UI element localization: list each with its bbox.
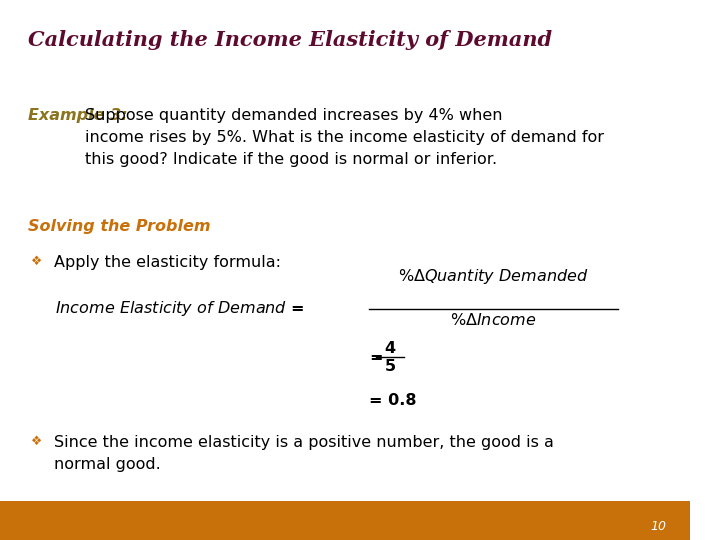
FancyBboxPatch shape bbox=[0, 501, 690, 540]
Text: 10: 10 bbox=[650, 520, 666, 533]
Text: Example 3:: Example 3: bbox=[27, 108, 127, 123]
Text: 5: 5 bbox=[384, 359, 395, 374]
Text: Since the income elasticity is a positive number, the good is a
normal good.: Since the income elasticity is a positiv… bbox=[54, 435, 554, 472]
Text: = 0.8: = 0.8 bbox=[369, 393, 417, 408]
Text: Apply the elasticity formula:: Apply the elasticity formula: bbox=[54, 255, 281, 271]
Text: $\mathit{\%\Delta Quantity\ Demanded}$: $\mathit{\%\Delta Quantity\ Demanded}$ bbox=[398, 267, 589, 286]
Text: Suppose quantity demanded increases by 4% when
income rises by 5%. What is the i: Suppose quantity demanded increases by 4… bbox=[85, 108, 604, 167]
Text: 4: 4 bbox=[384, 341, 395, 356]
Text: $\mathit{Income\ Elasticity\ of\ Demand}$ =: $\mathit{Income\ Elasticity\ of\ Demand}… bbox=[55, 299, 305, 319]
Text: Solving the Problem: Solving the Problem bbox=[27, 219, 210, 234]
Text: Calculating the Income Elasticity of Demand: Calculating the Income Elasticity of Dem… bbox=[27, 30, 552, 50]
Text: =: = bbox=[369, 350, 383, 365]
Text: ❖: ❖ bbox=[31, 255, 42, 268]
Text: $\mathit{\%\Delta Income}$: $\mathit{\%\Delta Income}$ bbox=[451, 312, 537, 328]
Text: ❖: ❖ bbox=[31, 435, 42, 448]
